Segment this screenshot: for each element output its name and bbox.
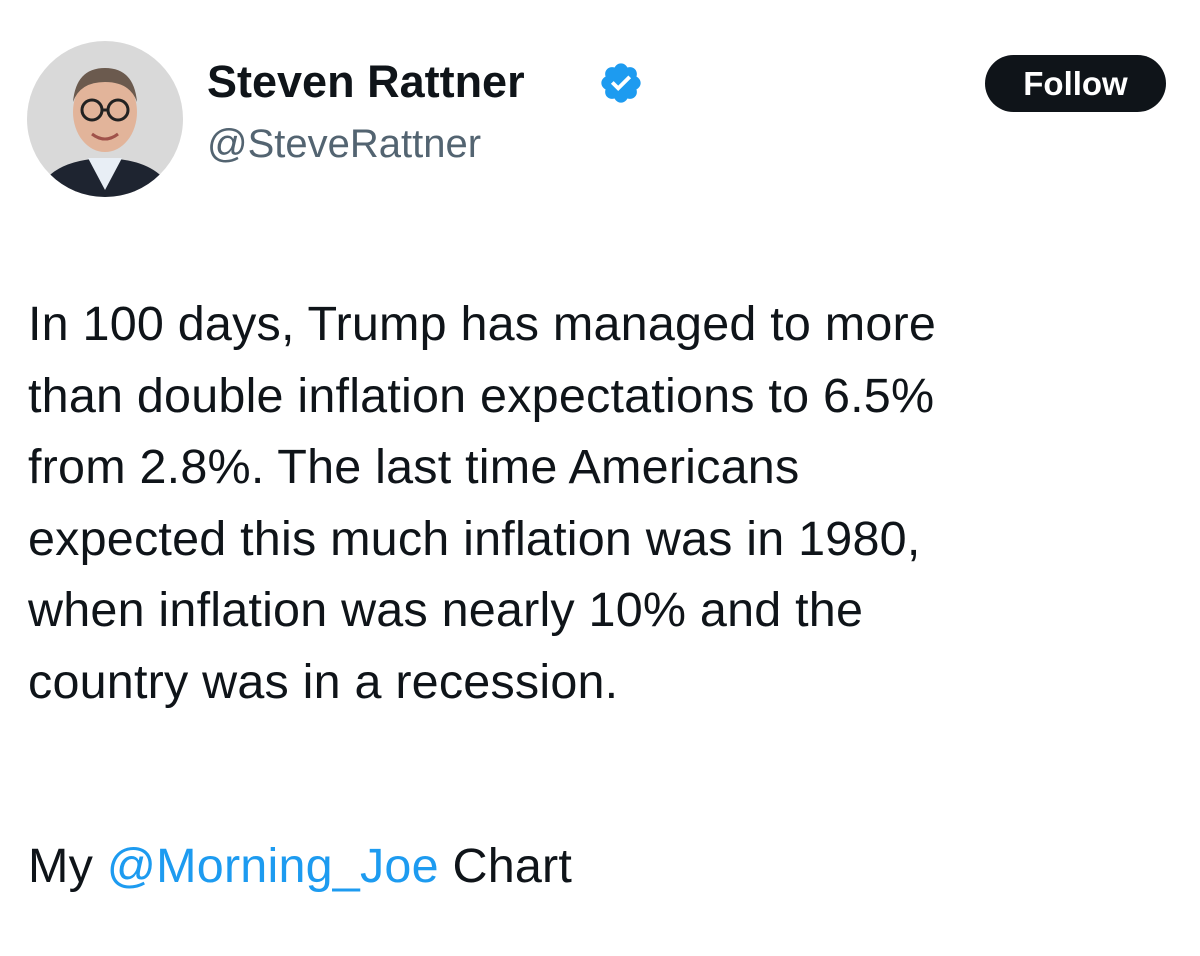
body-line: than double inflation expectations to 6.… — [28, 368, 935, 423]
follow-button[interactable]: Follow — [985, 55, 1166, 112]
avatar[interactable] — [26, 40, 184, 198]
mention-link[interactable]: @Morning_Joe — [106, 839, 439, 893]
body-line: country was in a recession. — [28, 654, 619, 709]
footer-text: Chart — [452, 839, 573, 893]
footer-text: My — [28, 839, 94, 893]
verified-badge — [601, 63, 641, 103]
author-name[interactable]: Steven Rattner — [207, 56, 525, 107]
author-handle[interactable]: @SteveRattner — [207, 122, 482, 166]
body-line: from 2.8%. The last time Americans — [28, 440, 800, 494]
body-line: when inflation was nearly 10% and the — [28, 583, 864, 637]
body-line: expected this much inflation was in 1980… — [28, 511, 921, 566]
tweet-footer: My @Morning_Joe Chart — [28, 838, 572, 894]
body-line: In 100 days, Trump has managed to more — [28, 297, 937, 351]
